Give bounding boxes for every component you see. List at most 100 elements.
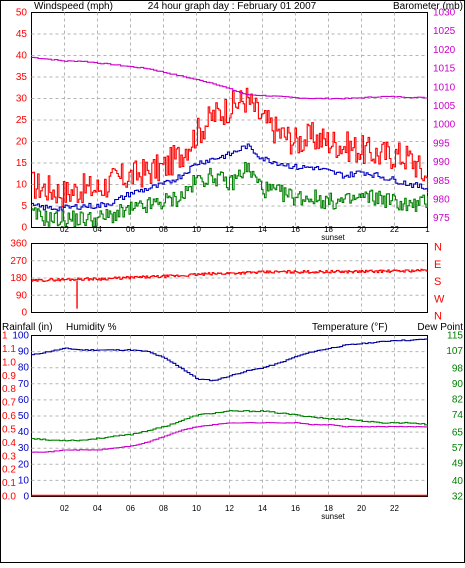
climate-series bbox=[31, 338, 429, 497]
hour-tick-bottom: 02 bbox=[60, 504, 69, 513]
rainfall-tick: 0.8 bbox=[2, 384, 16, 395]
temperature-tick: 40 bbox=[452, 476, 464, 487]
windspeed-tick: 50 bbox=[16, 8, 28, 19]
humidity-temperature-panel: 0 10 20 30 40 50 60 70 80 90 100 0.0 0.1 0.2 0.3 0.4 0.5… bbox=[2, 322, 463, 521]
direction-tick: 0 bbox=[21, 308, 27, 319]
humidity-tick: 50 bbox=[18, 411, 30, 422]
direction-tick: 360 bbox=[10, 239, 27, 250]
humidity-axis-label: Humidity % bbox=[66, 322, 117, 333]
humidity-tick: 80 bbox=[18, 363, 30, 374]
temperature-series bbox=[31, 410, 429, 442]
humidity-tick: 10 bbox=[18, 475, 30, 486]
barometer-tick: 985 bbox=[433, 176, 450, 187]
direction-series bbox=[31, 268, 429, 309]
hour-tick: 08 bbox=[159, 225, 168, 234]
dewpoint-series bbox=[31, 421, 429, 453]
humidity-tick: 40 bbox=[18, 427, 30, 438]
rainfall-tick: 0.4 bbox=[2, 438, 16, 449]
wind-tick-labels: 0510152025303540455097598098599099510001… bbox=[16, 8, 456, 235]
direction-tick: 180 bbox=[10, 273, 27, 284]
rainfall-tick: 0.1 bbox=[2, 478, 16, 489]
rainfall-axis-label: Rainfall (in) bbox=[2, 322, 53, 333]
humidity-tick: 70 bbox=[18, 379, 30, 390]
hour-tick: 10 bbox=[192, 225, 201, 234]
barometer-tick: 990 bbox=[433, 157, 450, 168]
hour-tick-bottom: 18 bbox=[324, 504, 333, 513]
hour-tick: 18 bbox=[324, 225, 333, 234]
compass-label: E bbox=[434, 259, 441, 271]
humidity-tick: 60 bbox=[18, 395, 30, 406]
climate-tick-labels: 0 10 20 30 40 50 60 70 80 90 100 0.0 0.1 0.2 0.3 0.4 0.5… bbox=[2, 331, 463, 514]
chart-title: 24 hour graph day : February 01 2007 bbox=[148, 1, 317, 12]
barometer-tick: 975 bbox=[433, 213, 450, 224]
barometer-tick: 995 bbox=[433, 138, 450, 149]
dewpoint-axis-label: Dew Point bbox=[417, 322, 463, 333]
barometer-axis-label: Barometer (mb) bbox=[393, 1, 463, 12]
compass-label: S bbox=[434, 276, 441, 288]
humidity-tick: 90 bbox=[18, 347, 30, 358]
hour-tick-bottom: 04 bbox=[93, 504, 102, 513]
windspeed-tick: 5 bbox=[21, 201, 27, 212]
temperature-tick: 57 bbox=[452, 443, 464, 454]
rainfall-tick: 0.2 bbox=[2, 465, 16, 476]
hour-tick-end: 1 bbox=[425, 225, 430, 234]
temperature-tick: 82 bbox=[452, 395, 464, 406]
rainfall-tick: 0.9 bbox=[2, 371, 16, 382]
windspeed-tick: 45 bbox=[16, 29, 28, 40]
barometer-tick: 1025 bbox=[433, 26, 456, 37]
barometer-tick: 1020 bbox=[433, 45, 456, 56]
hour-tick: 06 bbox=[126, 225, 135, 234]
barometer-tick: 1005 bbox=[433, 101, 456, 112]
rainfall-tick: 0.6 bbox=[2, 411, 16, 422]
barometer-tick: 980 bbox=[433, 194, 450, 205]
rainfall-tick: 1 bbox=[2, 331, 8, 342]
humidity-tick: 0 bbox=[23, 492, 29, 503]
hour-tick-bottom: 10 bbox=[192, 504, 201, 513]
temperature-tick: 98 bbox=[452, 363, 464, 374]
windspeed-tick: 35 bbox=[16, 72, 28, 83]
rainfall-tick: 0.0 bbox=[2, 492, 16, 503]
windspeed-tick: 10 bbox=[16, 180, 28, 191]
windspeed-axis-label: Windspeed (mph) bbox=[34, 1, 113, 12]
windspeed-tick: 20 bbox=[16, 137, 28, 148]
hour-tick: 04 bbox=[93, 225, 102, 234]
direction-grid bbox=[31, 243, 428, 313]
hour-tick: 02 bbox=[60, 225, 69, 234]
hour-tick: 22 bbox=[390, 225, 399, 234]
humidity-tick: 20 bbox=[18, 459, 30, 470]
temperature-tick: 74 bbox=[452, 410, 464, 421]
compass-label: N bbox=[434, 242, 442, 254]
direction-tick: 90 bbox=[16, 290, 28, 301]
temperature-tick: 49 bbox=[452, 459, 464, 470]
humidity-tick: 30 bbox=[18, 443, 30, 454]
hour-tick-bottom: 06 bbox=[126, 504, 135, 513]
temperature-tick: 32 bbox=[452, 492, 464, 503]
hour-tick: 12 bbox=[225, 225, 234, 234]
temperature-axis-label: Temperature (°F) bbox=[312, 322, 388, 333]
gust-series bbox=[31, 87, 429, 208]
temperature-tick: 65 bbox=[452, 427, 464, 438]
hour-tick: 16 bbox=[291, 225, 300, 234]
sunset-marker-top: sunset bbox=[321, 233, 345, 242]
barometer-tick: 1010 bbox=[433, 82, 456, 93]
direction-series bbox=[31, 268, 429, 283]
rainfall-tick: 0.5 bbox=[2, 424, 16, 435]
temperature-tick: 90 bbox=[452, 379, 464, 390]
compass-label: W bbox=[434, 293, 445, 305]
barometer-tick: 1000 bbox=[433, 120, 456, 131]
barometer-series bbox=[31, 56, 429, 100]
barometer-tick: 1015 bbox=[433, 64, 456, 75]
rainfall-tick: 1.1 bbox=[2, 344, 16, 355]
rainfall-tick: 0.3 bbox=[2, 451, 16, 462]
hour-tick-bottom: 16 bbox=[291, 504, 300, 513]
hour-tick-bottom: 22 bbox=[390, 504, 399, 513]
temperature-tick: 107 bbox=[446, 346, 463, 357]
humidity-tick: 100 bbox=[12, 331, 29, 342]
compass-label: N bbox=[434, 311, 442, 323]
windspeed-tick: 25 bbox=[16, 115, 28, 126]
avg-series bbox=[31, 143, 429, 212]
